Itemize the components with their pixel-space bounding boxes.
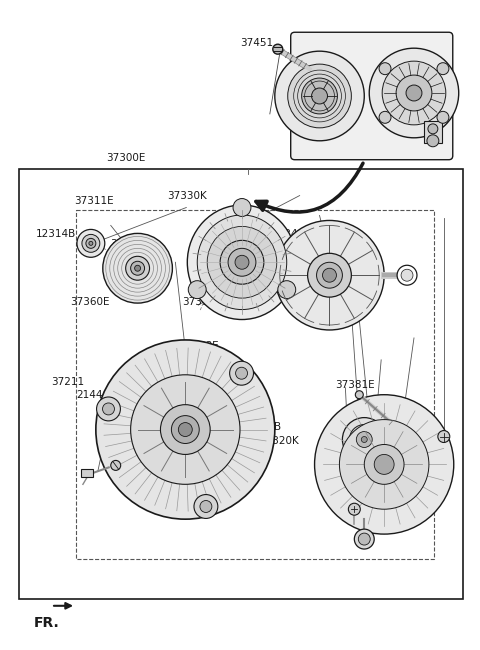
Circle shape	[235, 255, 249, 269]
Text: 37381E: 37381E	[335, 380, 374, 389]
Circle shape	[275, 51, 364, 141]
Circle shape	[103, 233, 172, 303]
Circle shape	[229, 361, 253, 385]
Circle shape	[179, 422, 192, 437]
FancyBboxPatch shape	[291, 32, 453, 160]
Bar	[424, 121, 442, 143]
Circle shape	[437, 62, 449, 75]
Circle shape	[382, 61, 446, 125]
Text: 37340: 37340	[271, 229, 304, 239]
Circle shape	[314, 395, 454, 534]
Circle shape	[220, 240, 264, 284]
Circle shape	[361, 437, 367, 443]
Circle shape	[358, 533, 370, 545]
Circle shape	[77, 229, 105, 257]
Circle shape	[96, 340, 275, 519]
Circle shape	[355, 391, 363, 398]
Circle shape	[103, 403, 114, 415]
Text: 37313A: 37313A	[182, 297, 222, 307]
Text: 37300E: 37300E	[106, 153, 145, 163]
Circle shape	[427, 135, 439, 147]
Circle shape	[200, 500, 212, 512]
Circle shape	[369, 48, 459, 138]
Circle shape	[323, 268, 336, 282]
Circle shape	[131, 261, 144, 275]
Circle shape	[96, 397, 120, 421]
Text: FR.: FR.	[34, 616, 60, 630]
Circle shape	[288, 64, 351, 128]
Text: 37451: 37451	[240, 38, 273, 49]
Circle shape	[354, 529, 374, 549]
Text: 37211: 37211	[51, 377, 84, 387]
Text: 37321K: 37321K	[324, 286, 364, 296]
Text: 37330K: 37330K	[168, 190, 207, 201]
Circle shape	[342, 417, 386, 462]
Ellipse shape	[187, 205, 297, 320]
Circle shape	[308, 254, 351, 297]
Text: 37313K: 37313K	[171, 399, 211, 409]
Circle shape	[374, 454, 394, 474]
Circle shape	[278, 281, 296, 298]
Circle shape	[194, 495, 218, 519]
Bar	[354, 458, 374, 467]
Bar	[76, 211, 434, 559]
Circle shape	[364, 445, 404, 484]
Circle shape	[228, 248, 256, 276]
Circle shape	[437, 111, 449, 124]
Circle shape	[188, 281, 206, 298]
Circle shape	[396, 75, 432, 111]
Text: 37320K: 37320K	[259, 437, 299, 447]
Bar	[19, 168, 463, 599]
Circle shape	[233, 198, 251, 216]
Circle shape	[275, 220, 384, 330]
Circle shape	[86, 239, 96, 248]
Circle shape	[397, 265, 417, 285]
Bar	[81, 469, 93, 477]
Circle shape	[348, 503, 360, 515]
Text: 37321B: 37321B	[110, 239, 150, 249]
Circle shape	[438, 430, 450, 443]
Circle shape	[126, 256, 150, 280]
Text: 37390B: 37390B	[241, 422, 282, 432]
Circle shape	[111, 460, 120, 471]
Circle shape	[236, 367, 248, 379]
Circle shape	[82, 235, 100, 252]
Circle shape	[316, 262, 342, 288]
Circle shape	[379, 111, 391, 124]
Circle shape	[401, 269, 413, 281]
Circle shape	[428, 124, 438, 134]
Circle shape	[171, 415, 199, 443]
Circle shape	[273, 44, 283, 54]
Ellipse shape	[207, 226, 277, 298]
Circle shape	[356, 432, 372, 447]
Text: 21446A: 21446A	[77, 390, 117, 400]
Text: 37368E: 37368E	[180, 341, 219, 351]
Text: 37311E: 37311E	[74, 196, 114, 206]
Circle shape	[131, 375, 240, 484]
Circle shape	[301, 78, 337, 114]
Circle shape	[134, 265, 141, 271]
Circle shape	[160, 405, 210, 454]
Circle shape	[339, 420, 429, 509]
Circle shape	[379, 62, 391, 75]
Circle shape	[312, 88, 327, 104]
Ellipse shape	[197, 215, 287, 309]
Circle shape	[349, 424, 379, 454]
Circle shape	[89, 241, 93, 245]
FancyArrowPatch shape	[256, 163, 363, 212]
Text: 37360E: 37360E	[70, 297, 109, 307]
Text: 12314B: 12314B	[36, 229, 76, 239]
Circle shape	[406, 85, 422, 101]
